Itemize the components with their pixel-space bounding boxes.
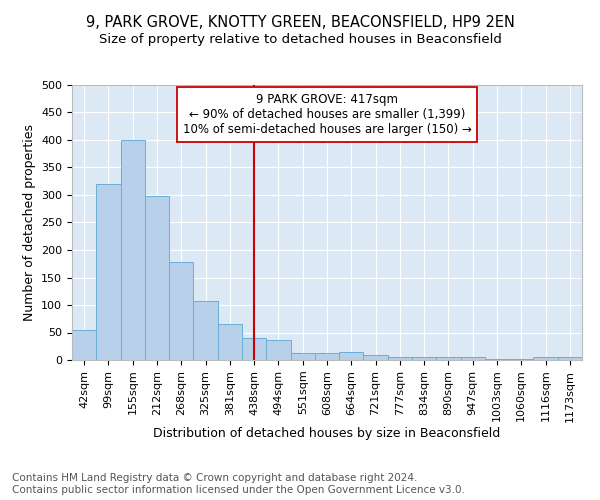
Bar (266, 340, 290, 360)
Bar (436, 356, 461, 360)
Bar (533, 357, 558, 360)
Bar (412, 356, 436, 360)
Bar (169, 262, 193, 360)
Bar (315, 354, 339, 360)
Text: Size of property relative to detached houses in Beaconsfield: Size of property relative to detached ho… (98, 32, 502, 46)
Bar (121, 140, 145, 360)
Bar (193, 300, 218, 360)
Bar (96, 184, 121, 360)
Bar (290, 354, 315, 360)
Bar (242, 338, 266, 360)
Bar (72, 330, 96, 360)
Text: Contains HM Land Registry data © Crown copyright and database right 2024.
Contai: Contains HM Land Registry data © Crown c… (12, 474, 465, 495)
Bar (145, 196, 169, 360)
Y-axis label: Number of detached properties: Number of detached properties (23, 124, 35, 321)
Text: 9 PARK GROVE: 417sqm
← 90% of detached houses are smaller (1,399)
10% of semi-de: 9 PARK GROVE: 417sqm ← 90% of detached h… (182, 93, 472, 136)
Bar (461, 357, 485, 360)
Bar (364, 354, 388, 360)
Bar (558, 356, 582, 360)
X-axis label: Distribution of detached houses by size in Beaconsfield: Distribution of detached houses by size … (154, 427, 500, 440)
Bar (339, 352, 364, 360)
Bar (388, 357, 412, 360)
Text: 9, PARK GROVE, KNOTTY GREEN, BEACONSFIELD, HP9 2EN: 9, PARK GROVE, KNOTTY GREEN, BEACONSFIEL… (86, 15, 514, 30)
Bar (218, 324, 242, 360)
